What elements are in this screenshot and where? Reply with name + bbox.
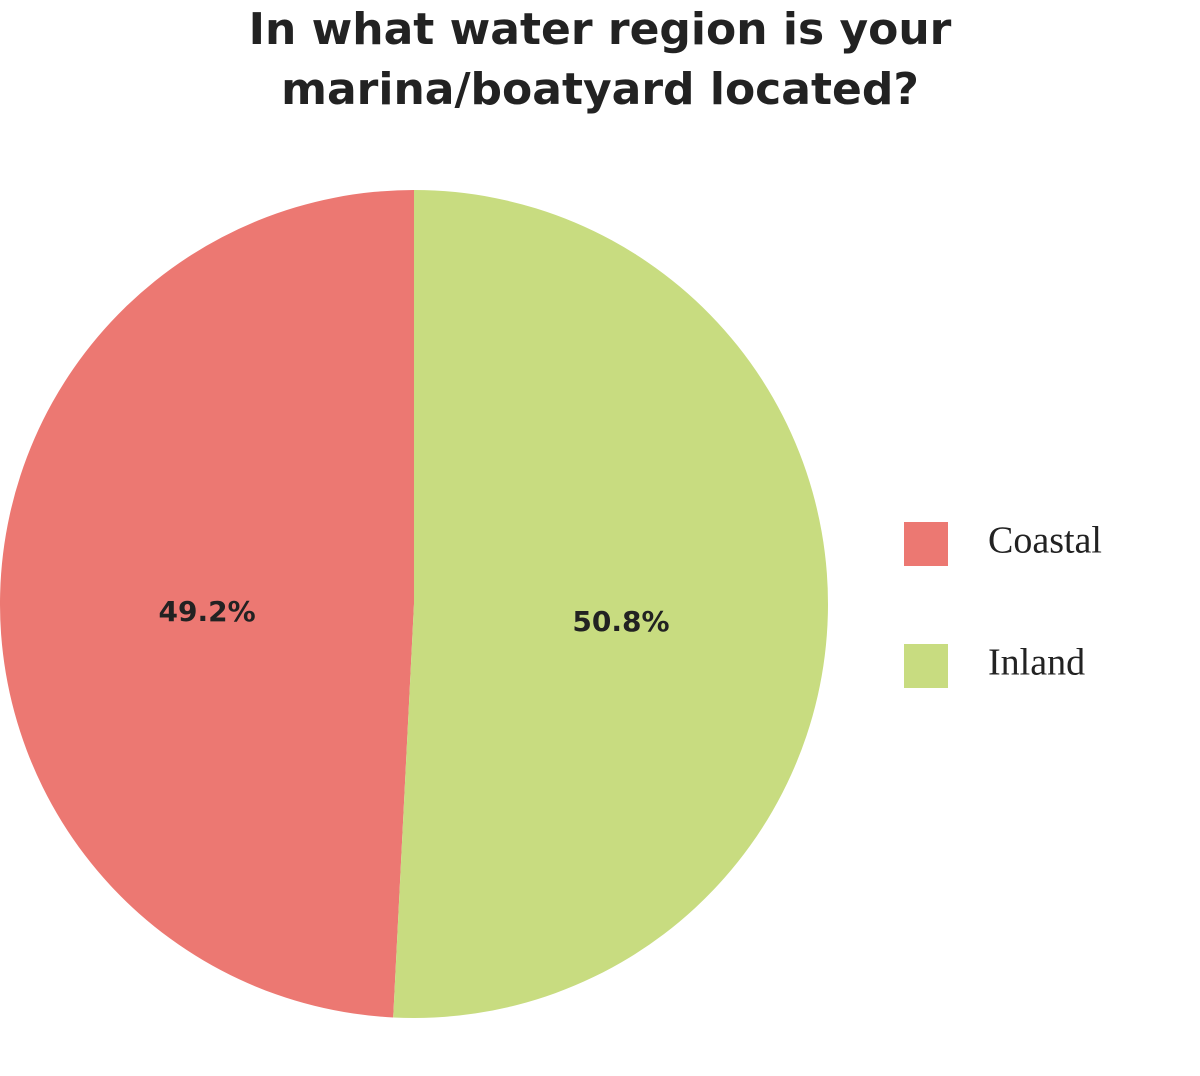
pie-slice [393,190,828,1018]
legend-swatch [904,522,948,566]
pie-slice [0,190,414,1018]
legend-label: Coastal [988,520,1102,562]
legend-label: Inland [988,642,1085,684]
value-label: 49.2% [158,595,255,628]
legend-swatch [904,644,948,688]
value-label: 50.8% [572,605,669,638]
chart-title: In what water region is your marina/boat… [248,4,952,115]
